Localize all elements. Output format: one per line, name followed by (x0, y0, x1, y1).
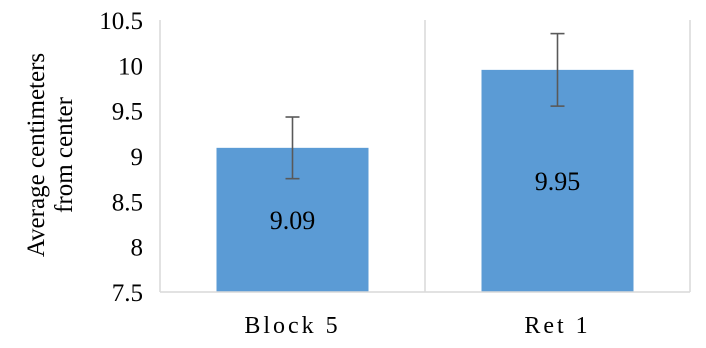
bar-data-label: 9.95 (535, 167, 581, 196)
x-tick-label: Ret 1 (524, 313, 590, 339)
plot-area: 9.09 9.95 (159, 20, 691, 293)
y-tick-label: 9.5 (112, 99, 143, 126)
y-tick-label: 8 (131, 235, 144, 262)
y-tick-label: 8.5 (112, 189, 143, 216)
y-axis-title-line-1: Average centimeters (23, 53, 50, 257)
y-axis-ticks: 7.5 8 8.5 9 9.5 10 10.5 (99, 8, 143, 307)
y-tick-label: 10.5 (99, 8, 143, 35)
y-tick-label: 10 (118, 53, 143, 80)
error-bar (285, 116, 300, 180)
error-bar (550, 32, 565, 107)
x-tick-label: Block 5 (244, 313, 340, 339)
y-tick-label: 9 (131, 144, 144, 171)
y-tick-label: 7.5 (112, 280, 143, 307)
y-axis-title: Average centimeters from center (23, 53, 78, 257)
y-axis-title-line-2: from center (51, 96, 78, 213)
x-axis-labels: Block 5 Ret 1 (244, 313, 590, 339)
bar-data-label: 9.09 (270, 206, 316, 235)
